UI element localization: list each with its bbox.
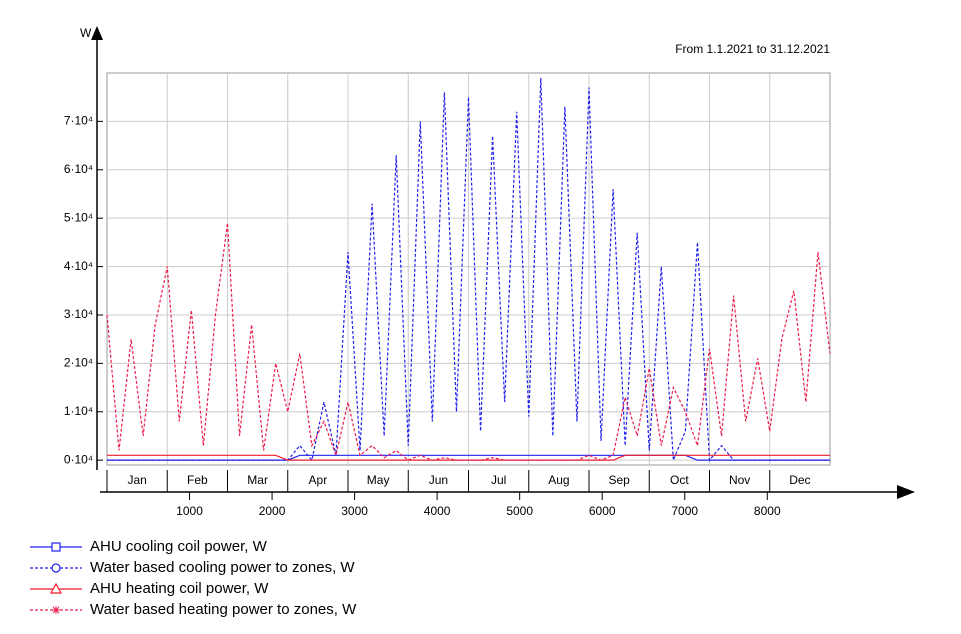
month-label: Mar — [247, 473, 268, 487]
legend-marker — [49, 582, 63, 594]
month-label: Aug — [548, 473, 569, 487]
month-label: Oct — [670, 473, 689, 487]
legend-label: AHU heating coil power, W — [90, 580, 269, 597]
y-tick-label: 4·10⁴ — [64, 259, 93, 273]
y-tick-label: 5·10⁴ — [64, 210, 93, 224]
y-axis-arrow — [91, 26, 103, 40]
month-label: May — [367, 473, 390, 487]
month-label: Feb — [187, 473, 208, 487]
series-line — [106, 222, 831, 461]
month-label: Sep — [608, 473, 630, 487]
x-tick-label: 2000 — [259, 504, 286, 518]
x-axis-arrow — [897, 485, 915, 499]
month-label: Jul — [491, 473, 506, 487]
x-tick-label: 6000 — [589, 504, 616, 518]
y-tick-label: 1·10⁴ — [64, 404, 93, 418]
y-tick-label: 3·10⁴ — [64, 307, 93, 321]
subtitle: From 1.1.2021 to 31.12.2021 — [675, 42, 830, 56]
x-tick-label: 7000 — [671, 504, 698, 518]
x-tick-label: 5000 — [506, 504, 533, 518]
x-tick-label: 8000 — [754, 504, 781, 518]
y-tick-label: 7·10⁴ — [64, 114, 93, 128]
legend-label: Water based heating power to zones, W — [90, 601, 357, 618]
y-axis-label: W — [80, 26, 92, 40]
month-label: Nov — [729, 473, 750, 487]
legend-marker — [51, 563, 61, 573]
y-tick-label: 2·10⁴ — [64, 356, 93, 370]
legend-label: AHU cooling coil power, W — [90, 538, 268, 555]
y-tick-label: 0·10⁴ — [64, 452, 93, 466]
month-label: Dec — [789, 473, 810, 487]
legend-marker — [52, 606, 60, 614]
month-label: Jun — [429, 473, 448, 487]
x-tick-label: 4000 — [424, 504, 451, 518]
y-tick-label: 6·10⁴ — [64, 162, 93, 176]
x-tick-label: 3000 — [341, 504, 368, 518]
month-label: Jan — [127, 473, 146, 487]
series-line — [107, 77, 830, 462]
x-tick-label: 1000 — [176, 504, 203, 518]
legend: AHU cooling coil power, W Water based coo… — [30, 538, 357, 618]
legend-label: Water based cooling power to zones, W — [90, 559, 355, 576]
legend-marker — [51, 542, 61, 552]
month-label: Apr — [309, 473, 328, 487]
